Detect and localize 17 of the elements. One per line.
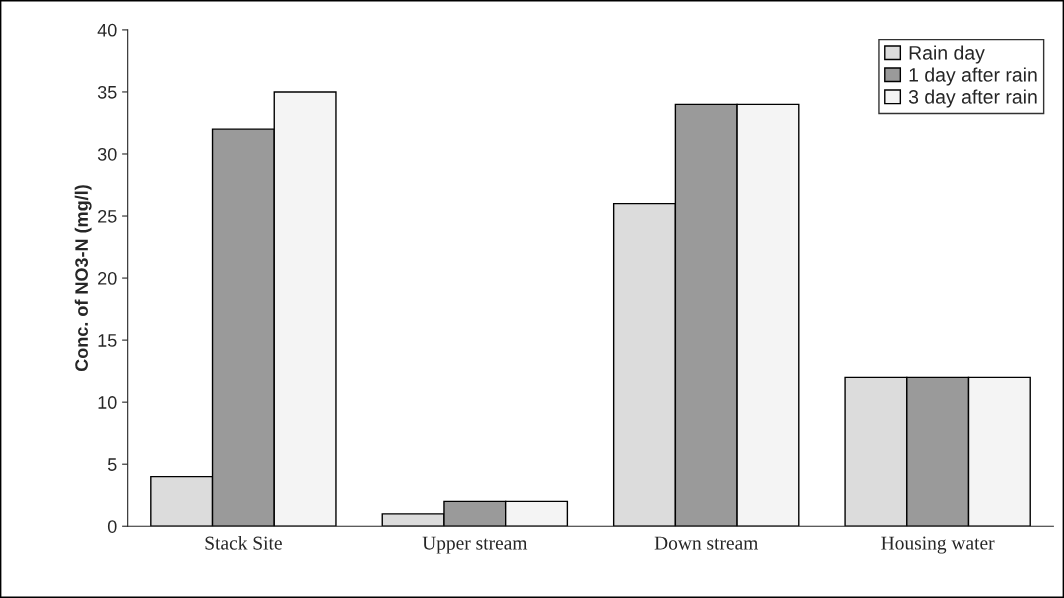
y-tick-label: 15 bbox=[98, 334, 117, 347]
y-tick-label: 40 bbox=[97, 23, 117, 37]
y-axis-title: Conc. of NO3-N (mg/l) bbox=[74, 185, 92, 372]
legend-label: Rain day bbox=[909, 45, 985, 64]
y-tick-label: 25 bbox=[98, 209, 117, 223]
legend-label: 3 day after rain bbox=[908, 89, 1037, 108]
x-tick-label: Down stream bbox=[654, 536, 759, 550]
x-tick-label: Housing water bbox=[881, 536, 995, 554]
legend-label: 1 day after rain bbox=[909, 67, 1037, 86]
y-tick-label: 10 bbox=[98, 396, 117, 409]
x-tick-label: Upper stream bbox=[422, 536, 528, 554]
y-tick-label: 35 bbox=[97, 85, 117, 99]
y-tick-label: 30 bbox=[97, 147, 117, 161]
y-tick-label: 20 bbox=[98, 272, 117, 285]
y-tick-label: 0 bbox=[107, 520, 117, 533]
x-tick-label: Stack Site bbox=[205, 535, 282, 550]
y-tick-label: 5 bbox=[107, 458, 117, 471]
